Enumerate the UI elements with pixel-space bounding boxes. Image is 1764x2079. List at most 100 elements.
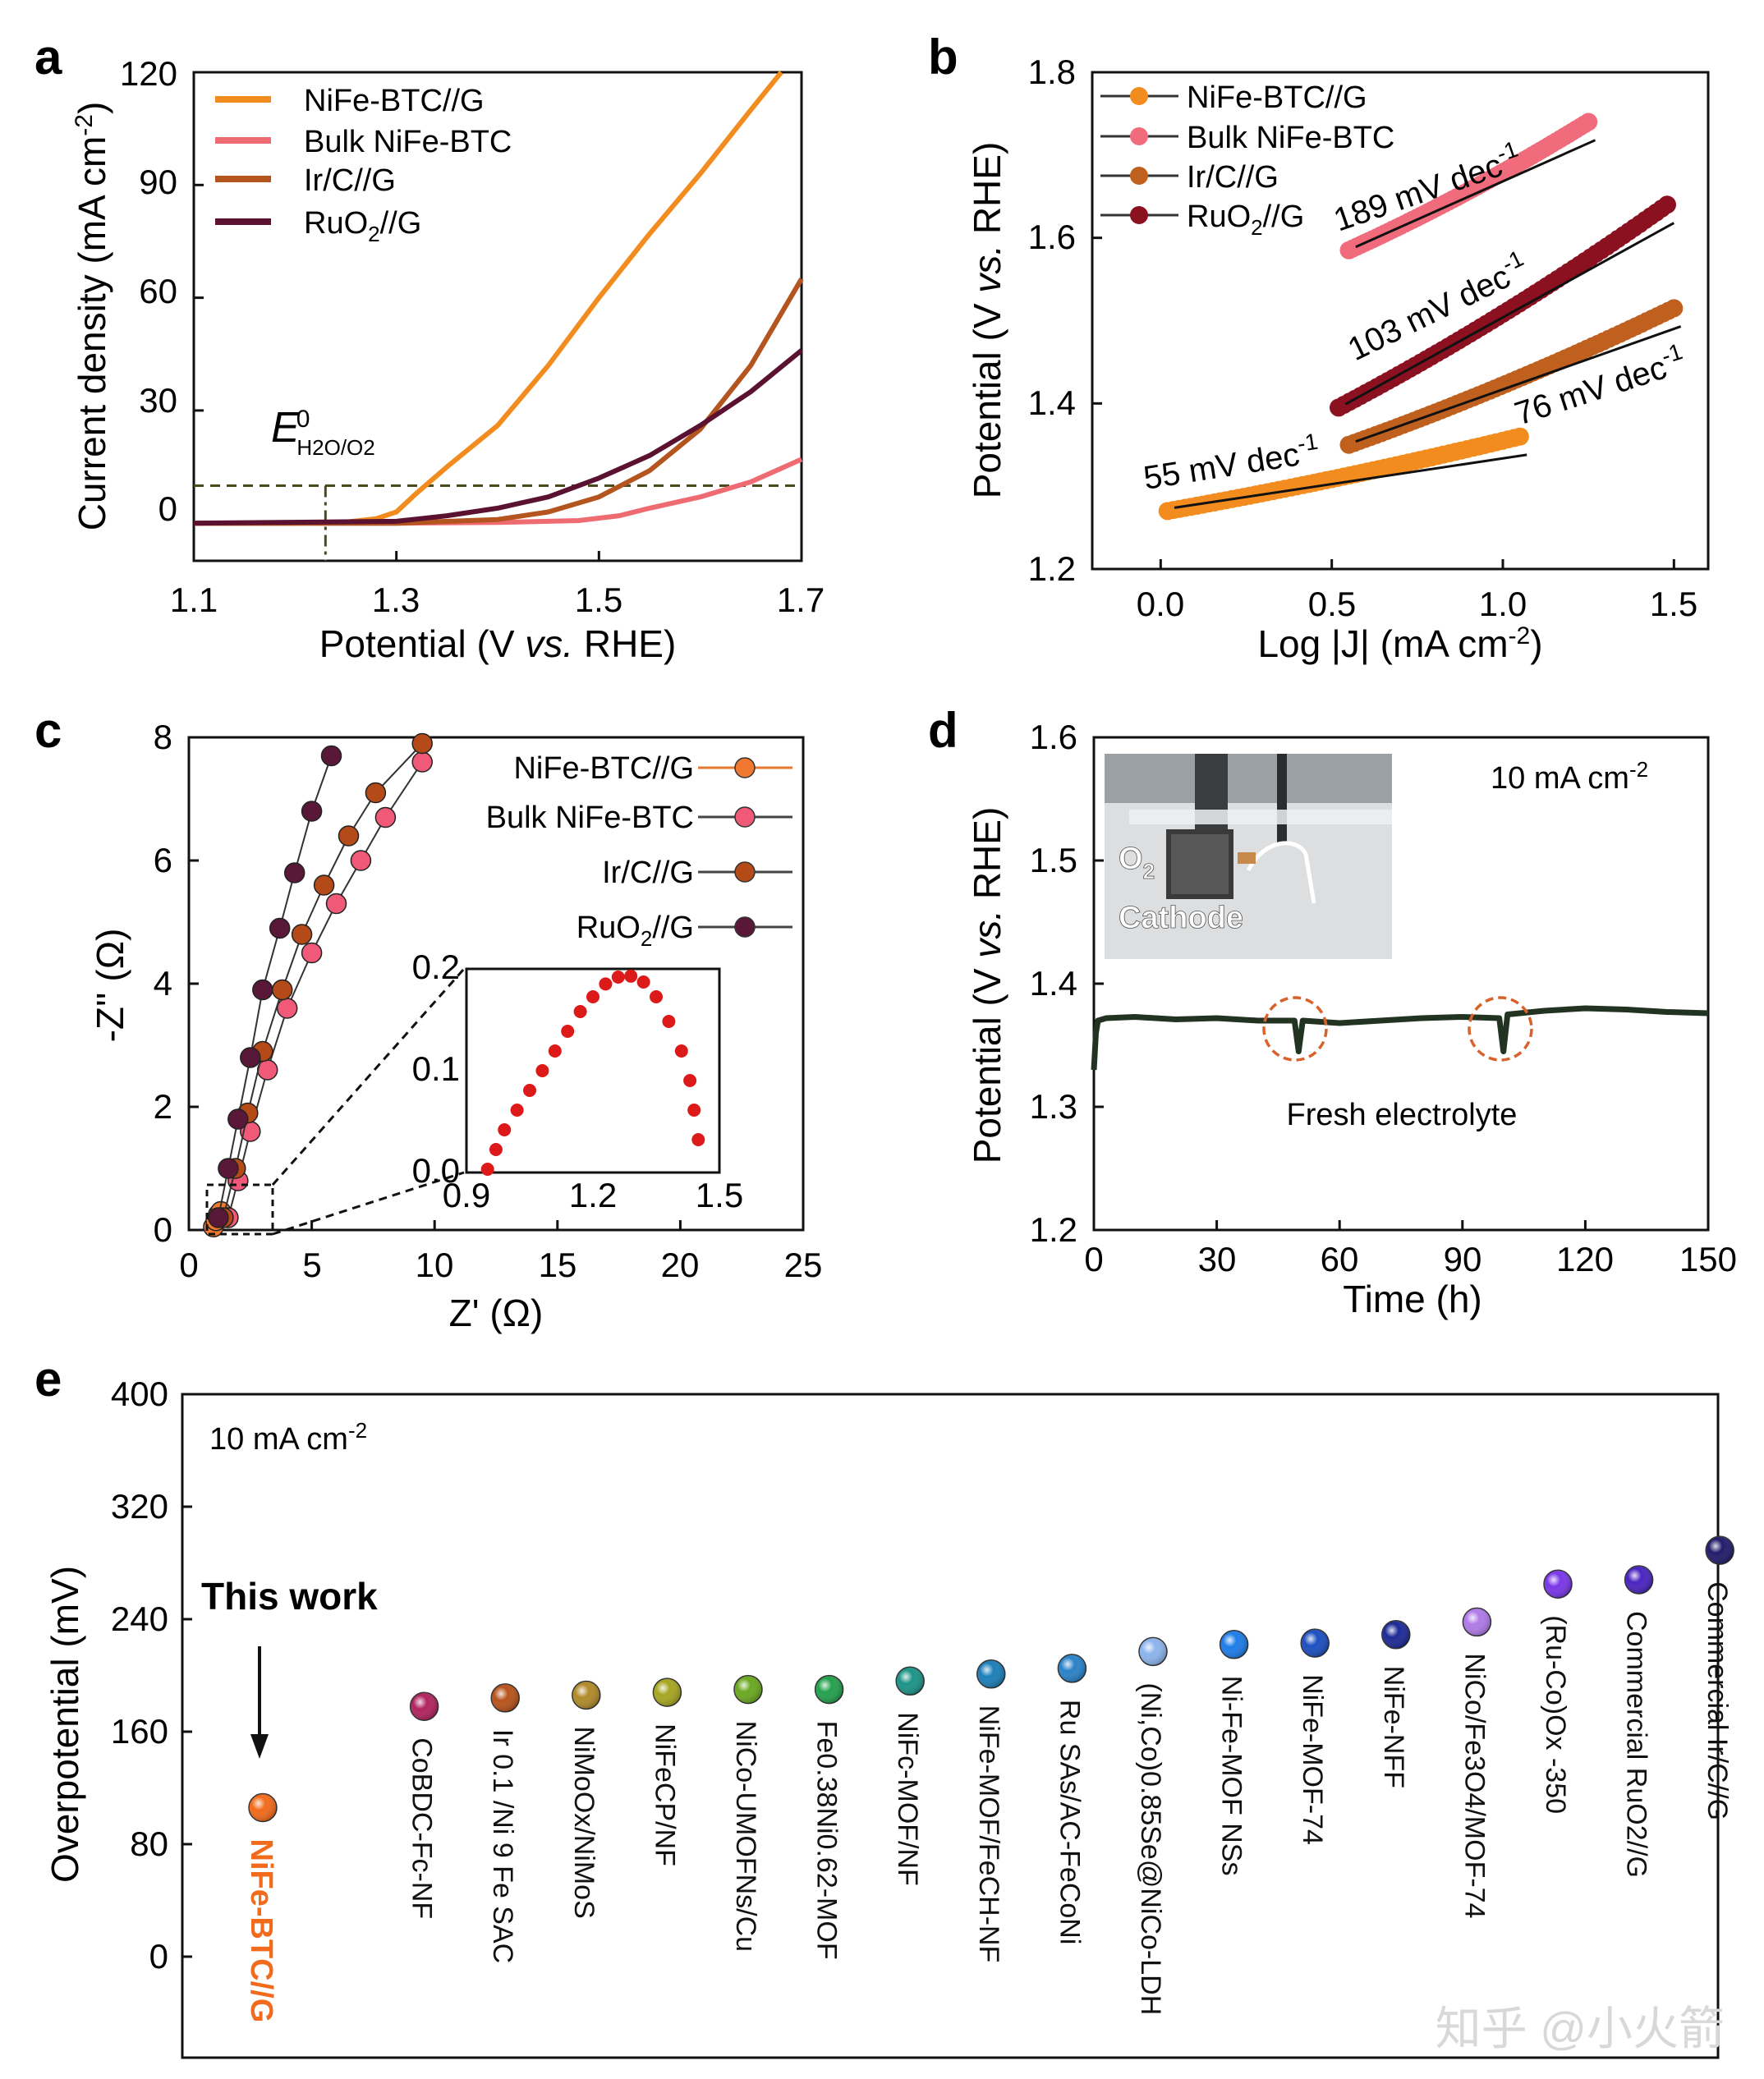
panel-e-this-work: This work [201,1575,378,1618]
panel-e-label-4: NiMoOx/NiMoS [568,1727,599,1919]
legend-b-label-nifebtc: NiFe-BTC//G [1187,80,1367,115]
panel-e-label-15: NiCo/Fe3O4/MOF-74 [1459,1653,1490,1918]
photo-label-o2: O2 [1119,842,1155,883]
photo-anode-texture [1171,834,1229,894]
panel-c-ticks [187,736,805,1232]
panel-c-point-3-8 [338,825,360,847]
panel-c-inset-point-3 [498,1123,512,1136]
panel-c-inset-point-9 [573,1005,587,1018]
panel-c-ytick-4: 6 [154,841,172,879]
panel-b-xtick-2: 0.5 [1308,585,1356,623]
panel-e-point-shine-15 [1463,1608,1491,1636]
panel-e-label-1: NiFe-BTC//G [244,1839,278,2023]
photo-clamp [1129,810,1392,824]
panel-c-inset-point-15 [650,990,663,1003]
panel-c-letter: c [34,703,62,758]
panel-a-xtick-4: 1.7 [777,581,825,619]
panel-e-label-9: NiFe-MOF/FeCH-NF [973,1705,1004,1963]
panel-e-label-5: NiFeCP/NF [649,1723,680,1866]
panel-d: d O2 Cathode 10 mA cm-2 Fresh electrolyt… [928,703,1737,1320]
watermark: 知乎 @小火箭 [1436,2003,1725,2054]
panel-c-inset-point-11 [599,977,613,991]
panel-c-inset-point-19 [687,1104,701,1117]
panel-d-ylabel: Potential (V vs. RHE) [966,807,1008,1164]
panel-c-point-3-9 [365,782,387,804]
panel-e-label-17: Commercial RuO2//G [1621,1611,1652,1878]
photo-cell-top [1105,754,1392,803]
panel-b-fit-line-3 [1355,325,1682,443]
panel-e-label-6: NiCo-UMOFNs/Cu [730,1721,761,1952]
legend-c-marker-nifebtc [734,757,756,778]
panel-a-frame [192,71,803,562]
panel-c-point-4-8 [301,801,323,822]
panel-c-line-2 [227,761,424,1218]
panel-c-inset-ytick-2: 0.1 [412,1049,460,1088]
panel-b-point-1-61 [1510,427,1529,446]
panel-e-arrow-head [250,1734,269,1759]
panel-c-ytick-3: 4 [154,964,172,1003]
panel-e-point-shine-7 [815,1675,843,1704]
panel-c-point-4-2 [218,1158,239,1179]
panel-b-xtick-4: 1.5 [1650,585,1697,623]
panel-b-xtick-3: 1.0 [1479,585,1527,623]
photo-label-cathode: Cathode [1119,901,1243,935]
legend-c-label-irc: Ir/C//G [602,856,694,890]
panel-e-condition: 10 mA cm-2 [209,1418,367,1457]
panel-c-xtick-3: 10 [416,1246,454,1284]
legend-c-label-nifebtc: NiFe-BTC//G [513,751,694,786]
panel-e-ytick-6: 400 [111,1375,168,1413]
panel-e-point-shine-4 [572,1681,600,1710]
panel-b-ytick-3: 1.6 [1028,218,1076,256]
panel-d-letter: d [928,703,958,758]
legend-label-irc: Ir/C//G [304,163,396,198]
panel-b-point-4-61 [1658,195,1676,214]
panel-b-xlabel: Log |J| (mA cm-2) [1257,622,1542,665]
panel-d-xlabel: Time (h) [1343,1278,1482,1320]
panel-a-reference-lines [194,484,802,561]
panel-c-xtick-1: 0 [179,1246,198,1284]
panel-c-line-3 [222,742,423,1218]
panel-e-label-12: Ni-Fe-MOF NSs [1216,1676,1247,1876]
panel-e-point-shine-16 [1544,1570,1572,1599]
panel-e-label-13: NiFe-MOF-74 [1297,1674,1328,1845]
panel-c-point-2-9 [374,806,397,828]
panel-d-xtick-3: 60 [1321,1240,1359,1278]
panel-c-point-2-7 [325,893,347,915]
photo-cathode-clip [1238,852,1256,864]
legend-c-label-bulk: Bulk NiFe-BTC [486,801,694,835]
panel-e-points: NiFe-BTC//G CoBDC-Fc-NF Ir 0.1 /Ni 9 Fe SA… [244,1535,1734,2023]
panel-e-point-shine-3 [491,1683,520,1712]
panel-c-inset-xtick-1: 0.9 [443,1176,490,1214]
panel-e-ytick-1: 0 [149,1937,168,1976]
panel-c-point-3-6 [291,924,313,945]
panel-b-legend: NiFe-BTC//G Bulk NiFe-BTC Ir/C//G RuO2//… [1100,80,1394,240]
panel-d-condition: 10 mA cm-2 [1491,757,1648,796]
panel-b-ytick-2: 1.4 [1028,383,1076,422]
panel-d-ytick-3: 1.4 [1030,964,1077,1003]
panel-e-label-3: Ir 0.1 /Ni 9 Fe SAC [487,1729,518,1963]
panel-e-point-shine-6 [734,1675,762,1704]
panel-c-point-2-10 [411,751,433,773]
panel-d-photo: O2 Cathode [1105,754,1392,959]
panel-d-series [1091,1005,1709,1071]
panel-e-frame [181,1393,1720,2059]
panel-e-label-2: CoBDC-Fc-NF [407,1737,438,1919]
panel-c-point-2-6 [301,942,323,964]
legend-c-marker-bulk [734,806,756,828]
legend-label-bulk: Bulk NiFe-BTC [304,125,512,159]
panel-d-ticks [1092,736,1710,1232]
panel-c-inset-point-16 [662,1015,676,1028]
panel-e: e 0 80 160 240 320 400 Overpotential (mV… [34,1352,1734,2059]
panel-d-xtick-2: 30 [1198,1240,1237,1278]
panel-e-ytick-4: 240 [111,1599,168,1638]
panel-e-point-shine-17 [1624,1566,1653,1594]
panel-c-inset-point-4 [510,1104,524,1117]
panel-b-fit-line-2 [1355,139,1596,249]
panel-a-ref-label: E0 H2O/O2 [271,404,375,460]
panel-c-inset-ytick-1: 0.0 [412,1151,460,1190]
panel-c-inset-point-6 [535,1064,549,1077]
panel-e-point-shine-12 [1220,1630,1248,1659]
panel-c-zoom-line-bottom [272,1171,465,1236]
panel-c-inset-point-2 [489,1143,503,1156]
